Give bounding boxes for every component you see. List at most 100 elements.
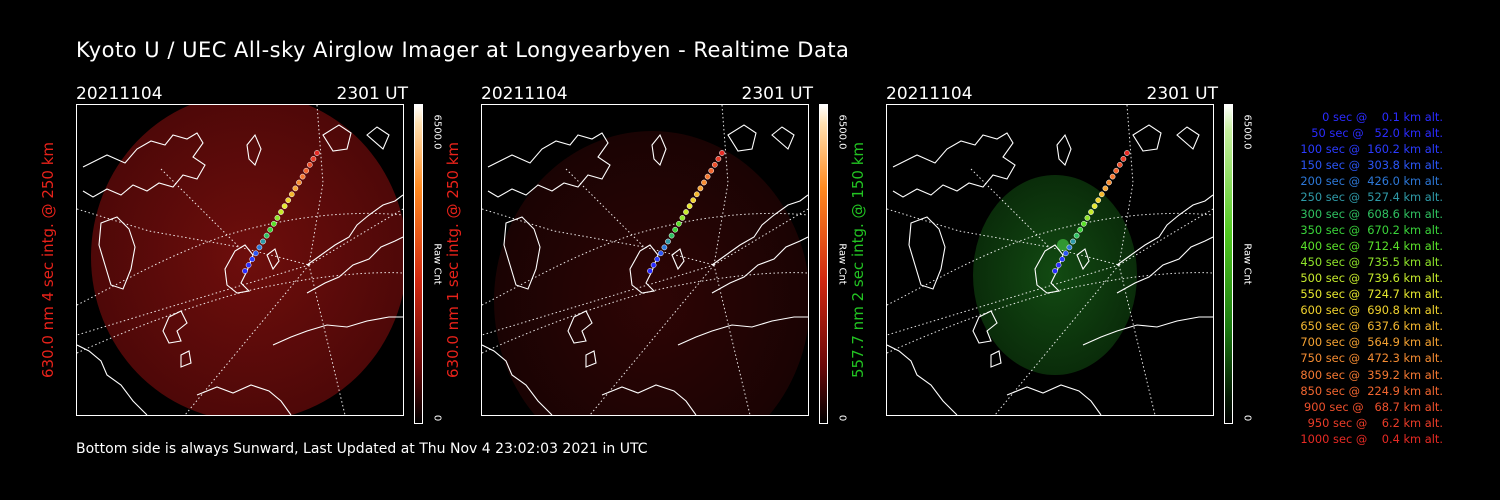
coastline	[306, 194, 403, 266]
coastline	[180, 350, 192, 368]
trajectory-point	[263, 232, 270, 239]
imager-panel-2: 20211104 2301 UT 630.0 nm 1 sec intg. @ …	[444, 84, 901, 444]
trajectory-point	[281, 203, 288, 209]
allsky-image	[76, 104, 404, 416]
coastline	[711, 194, 808, 266]
trajectory-point	[292, 185, 299, 192]
legend-row: 850 sec @ 224.9 km alt.	[1300, 383, 1443, 398]
coastline	[306, 236, 403, 294]
coastline	[585, 350, 597, 368]
coastline	[908, 216, 946, 290]
trajectory-point	[650, 262, 657, 268]
colorbar-max-label: 6500.0	[1241, 114, 1253, 150]
coastline	[77, 344, 148, 415]
grid-line	[308, 264, 346, 415]
trajectory-point	[1091, 203, 1098, 209]
coastline	[224, 244, 254, 294]
trajectory-point	[704, 173, 711, 180]
trajectory-point	[1106, 179, 1112, 186]
trajectory-point	[1062, 250, 1069, 257]
coastline	[711, 236, 808, 294]
coastline	[1056, 133, 1072, 166]
legend-row: 350 sec @ 670.2 km alt.	[1300, 222, 1443, 237]
trajectory-point	[647, 268, 653, 274]
legend-row: 200 sec @ 426.0 km alt.	[1300, 174, 1443, 189]
colorbar-unit-label: Raw Cnt	[431, 243, 443, 285]
trajectory-point	[1070, 238, 1076, 245]
panel-time: 2301 UT	[336, 84, 409, 104]
legend-row: 500 sec @ 739.6 km alt.	[1300, 270, 1443, 285]
coastline	[1176, 126, 1200, 150]
trajectory-point	[679, 215, 686, 221]
trajectory-point	[270, 220, 277, 227]
imager-panel-1: 20211104 2301 UT 630.0 nm 4 sec intg. @ …	[39, 84, 496, 444]
coastline	[1116, 236, 1213, 294]
trajectory-point	[310, 156, 317, 162]
colorbar-max-label: 6500.0	[836, 114, 848, 150]
legend-row: 600 sec @ 690.8 km alt.	[1300, 303, 1443, 318]
trajectory-point	[1116, 161, 1123, 168]
panel-ylabel: 630.0 nm 1 sec intg. @ 250 km	[444, 141, 462, 379]
trajectory-point	[719, 150, 725, 156]
coastline	[727, 124, 757, 152]
legend-row: 0 sec @ 0.1 km alt.	[1322, 110, 1443, 124]
trajectory-point	[252, 250, 259, 257]
coastline	[1076, 248, 1090, 271]
grid-line	[589, 264, 715, 415]
coastline	[651, 133, 667, 166]
trajectory-point	[693, 191, 700, 198]
trajectory-point	[299, 173, 306, 180]
grid-line	[994, 264, 1120, 415]
trajectory-point	[711, 161, 718, 168]
coastline	[196, 384, 292, 415]
colorbar	[414, 104, 423, 424]
coastline	[892, 132, 1016, 198]
grid-line	[77, 208, 310, 266]
grid-line	[482, 212, 808, 306]
trajectory-point	[249, 256, 256, 263]
panel-date: 20211104	[481, 84, 568, 104]
coastline	[98, 216, 136, 290]
trajectory-point	[1109, 173, 1116, 180]
panel-ylabel: 630.0 nm 4 sec intg. @ 250 km	[39, 141, 57, 379]
colorbar-unit-label: Raw Cnt	[836, 243, 848, 285]
trajectory-point	[285, 197, 292, 204]
grid-line	[887, 212, 1213, 306]
coastline	[629, 244, 659, 294]
panel-ylabel: 557.7 nm 2 sec intg. @ 150 km	[849, 141, 867, 379]
coastline	[1034, 244, 1064, 294]
coastline	[567, 310, 593, 344]
panel-date: 20211104	[886, 84, 973, 104]
trajectory-point	[1120, 156, 1127, 162]
colorbar	[1224, 104, 1233, 424]
legend-row: 950 sec @ 6.2 km alt.	[1307, 415, 1443, 430]
coastline	[671, 248, 685, 271]
trajectory-legend: 0 sec @ 0.1 km alt. 50 sec @ 52.0 km alt.…	[1262, 109, 1443, 447]
trajectory-point	[715, 156, 722, 162]
coastline	[990, 350, 1002, 368]
trajectory-point	[661, 244, 668, 251]
allsky-image	[481, 104, 809, 416]
trajectory-point	[1113, 167, 1120, 174]
footer-note: Bottom side is always Sunward, Last Upda…	[76, 441, 648, 457]
trajectory-point	[256, 244, 263, 251]
legend-row: 650 sec @ 637.6 km alt.	[1300, 319, 1443, 334]
coastline	[162, 310, 188, 344]
coastline	[677, 316, 808, 346]
trajectory-point	[654, 256, 661, 263]
trajectory-point	[1102, 185, 1109, 192]
coastline	[366, 126, 390, 150]
trajectory-point	[665, 238, 671, 245]
coastline	[482, 344, 553, 415]
trajectory-point	[657, 250, 664, 257]
trajectory-point	[288, 191, 295, 198]
trajectory-point	[686, 203, 693, 209]
legend-row: 800 sec @ 359.2 km alt.	[1300, 367, 1443, 382]
grid-line	[482, 208, 715, 266]
trajectory-point	[672, 226, 679, 233]
trajectory-point	[1124, 150, 1130, 156]
trajectory-point	[697, 185, 704, 192]
trajectory-point	[1055, 262, 1062, 268]
coastline	[1132, 124, 1162, 152]
trajectory-point	[1052, 268, 1058, 274]
